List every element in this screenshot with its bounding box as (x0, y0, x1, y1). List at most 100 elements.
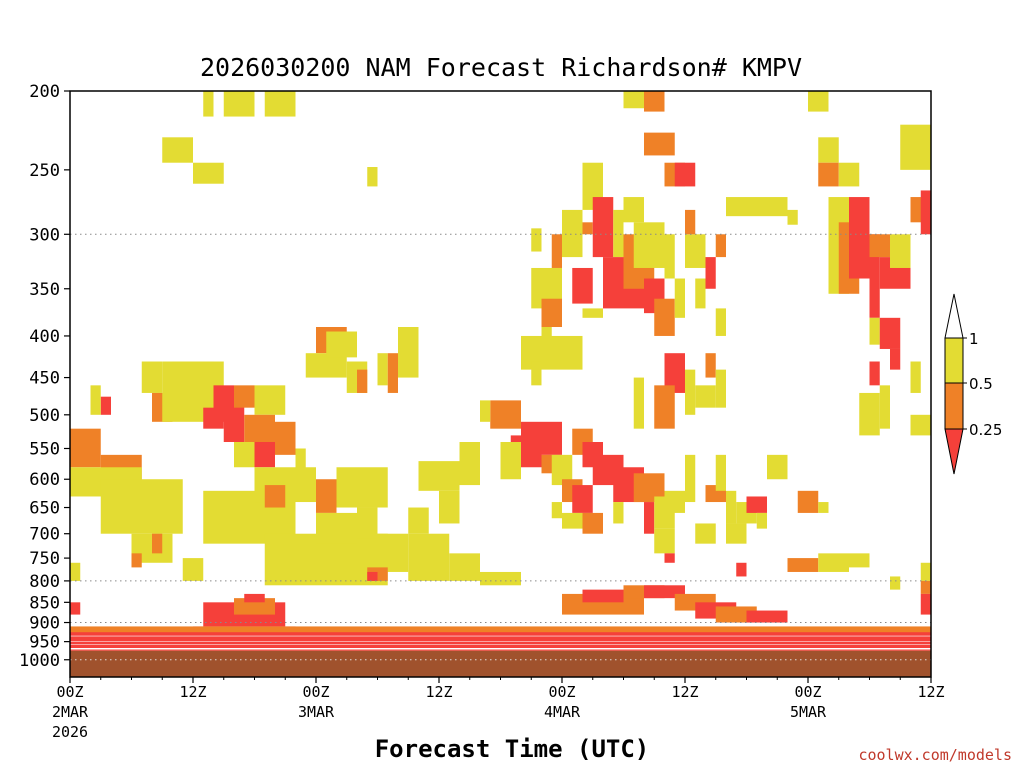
ri-cell-red (572, 485, 593, 513)
y-tick-label: 650 (29, 499, 60, 519)
ri-cell-yellow (818, 553, 849, 572)
ri-cell-yellow (141, 361, 163, 393)
ri-cell-yellow (808, 91, 829, 112)
ri-cell-yellow (316, 512, 357, 544)
ri-cell-orange (582, 222, 593, 235)
ri-cell-orange (705, 353, 716, 378)
ri-cell-yellow (254, 385, 286, 415)
ri-cell-yellow (726, 490, 737, 524)
ri-cell-red (879, 317, 901, 349)
ri-cell-yellow (664, 490, 685, 513)
legend-label: 0.5 (969, 375, 993, 393)
ri-cell-orange (234, 385, 255, 408)
x-tick-label: 12Z (425, 683, 452, 701)
ri-cell-yellow (418, 461, 460, 491)
x-tick-year: 2026 (52, 723, 88, 741)
ri-cell-yellow (90, 385, 101, 415)
y-tick-label: 450 (29, 369, 60, 389)
legend-bin-yellow (944, 337, 964, 384)
ri-cell-red (582, 589, 624, 603)
ri-cell-yellow (726, 197, 788, 217)
y-tick-label: 800 (29, 572, 60, 592)
ri-cell-orange (551, 234, 562, 268)
ri-cell-yellow (582, 308, 603, 318)
ri-cell-yellow (715, 454, 726, 491)
ri-cell-yellow (715, 369, 726, 408)
ri-cell-yellow (377, 353, 388, 386)
ri-cell-yellow (674, 278, 685, 318)
ri-cell-yellow (613, 502, 624, 524)
ri-cell-red (367, 571, 378, 581)
y-tick-label: 950 (29, 633, 60, 653)
y-tick-label: 1000 (19, 651, 60, 671)
ri-cell-yellow (715, 308, 726, 336)
ri-cell-orange (152, 533, 163, 554)
y-tick-label: 900 (29, 614, 60, 634)
ri-cell-yellow (818, 137, 839, 163)
ri-cell-yellow (449, 553, 480, 581)
x-tick-label: 12Z (671, 683, 698, 701)
ri-cell-orange (582, 512, 603, 534)
x-tick-label: 00Z (302, 683, 329, 701)
legend-arrow-top (944, 293, 964, 339)
ri-cell-red (736, 562, 747, 577)
ri-cell-yellow (377, 533, 409, 572)
y-tick-label: 700 (29, 525, 60, 545)
ri-cell-yellow (756, 512, 767, 529)
ri-cell-yellow (551, 502, 562, 519)
ri-cell-red (869, 234, 880, 318)
ri-cell-yellow (521, 335, 583, 370)
ri-cell-orange (275, 421, 296, 455)
ri-cell-yellow (849, 553, 870, 568)
y-tick-label: 600 (29, 470, 60, 490)
y-tick-label: 200 (29, 82, 60, 102)
ri-cell-yellow (295, 448, 306, 480)
ri-cell-red (644, 502, 655, 534)
ri-cell-red (674, 162, 696, 187)
ri-cell-yellow (633, 377, 644, 429)
legend-bin-orange (944, 382, 964, 430)
ri-cell-yellow (920, 562, 931, 581)
x-axis-label: Forecast Time (UTC) (375, 735, 650, 763)
x-tick-date: 4MAR (544, 703, 581, 721)
ri-cell-yellow (531, 228, 542, 252)
ri-cell-yellow (234, 442, 255, 468)
y-tick-label: 750 (29, 549, 60, 569)
ri-cell-orange (541, 298, 562, 328)
ri-cell-yellow (70, 562, 81, 581)
x-tick-label: 12Z (917, 683, 944, 701)
ri-cell-yellow (367, 167, 378, 187)
colorbar-legend: 1 0.5 0.25 (944, 293, 1002, 475)
ri-cell-yellow (336, 467, 388, 508)
ground-layer (70, 648, 931, 677)
ri-cell-orange (244, 414, 275, 443)
ri-cell-orange (787, 558, 819, 572)
ri-cell-yellow (890, 576, 901, 590)
ri-cell-yellow (633, 222, 665, 268)
y-tick-label: 550 (29, 439, 60, 459)
ri-cell-red (223, 400, 245, 443)
ri-cell-orange (644, 91, 665, 112)
ri-cell-yellow (480, 400, 491, 422)
ri-cell-yellow (480, 571, 521, 586)
ri-cell-yellow (162, 137, 193, 163)
credit-text: coolwx.com/models (858, 746, 1012, 764)
ri-cell-red (746, 496, 767, 513)
heatmap-cells (70, 91, 931, 651)
ri-cell-red (920, 190, 931, 235)
ri-cell-orange (316, 479, 337, 513)
ri-cell-red (705, 257, 716, 289)
ri-cell-yellow (623, 197, 644, 223)
ri-cell-orange (131, 553, 142, 568)
ri-cell-yellow (695, 278, 706, 309)
ri-cell-red (890, 348, 901, 370)
pressure-gridlines (70, 233, 931, 661)
chart-title: 2026030200 NAM Forecast Richardson# KMPV (200, 53, 802, 82)
y-tick-label: 400 (29, 327, 60, 347)
ri-cell-orange (685, 209, 696, 235)
y-axis-ticks: 200 250 300 350 400 450 500 550 600 650 700 750 8008… (19, 82, 70, 671)
ri-cell-yellow (264, 91, 296, 117)
x-tick-label: 00Z (548, 683, 575, 701)
ri-cell-red (869, 361, 880, 386)
